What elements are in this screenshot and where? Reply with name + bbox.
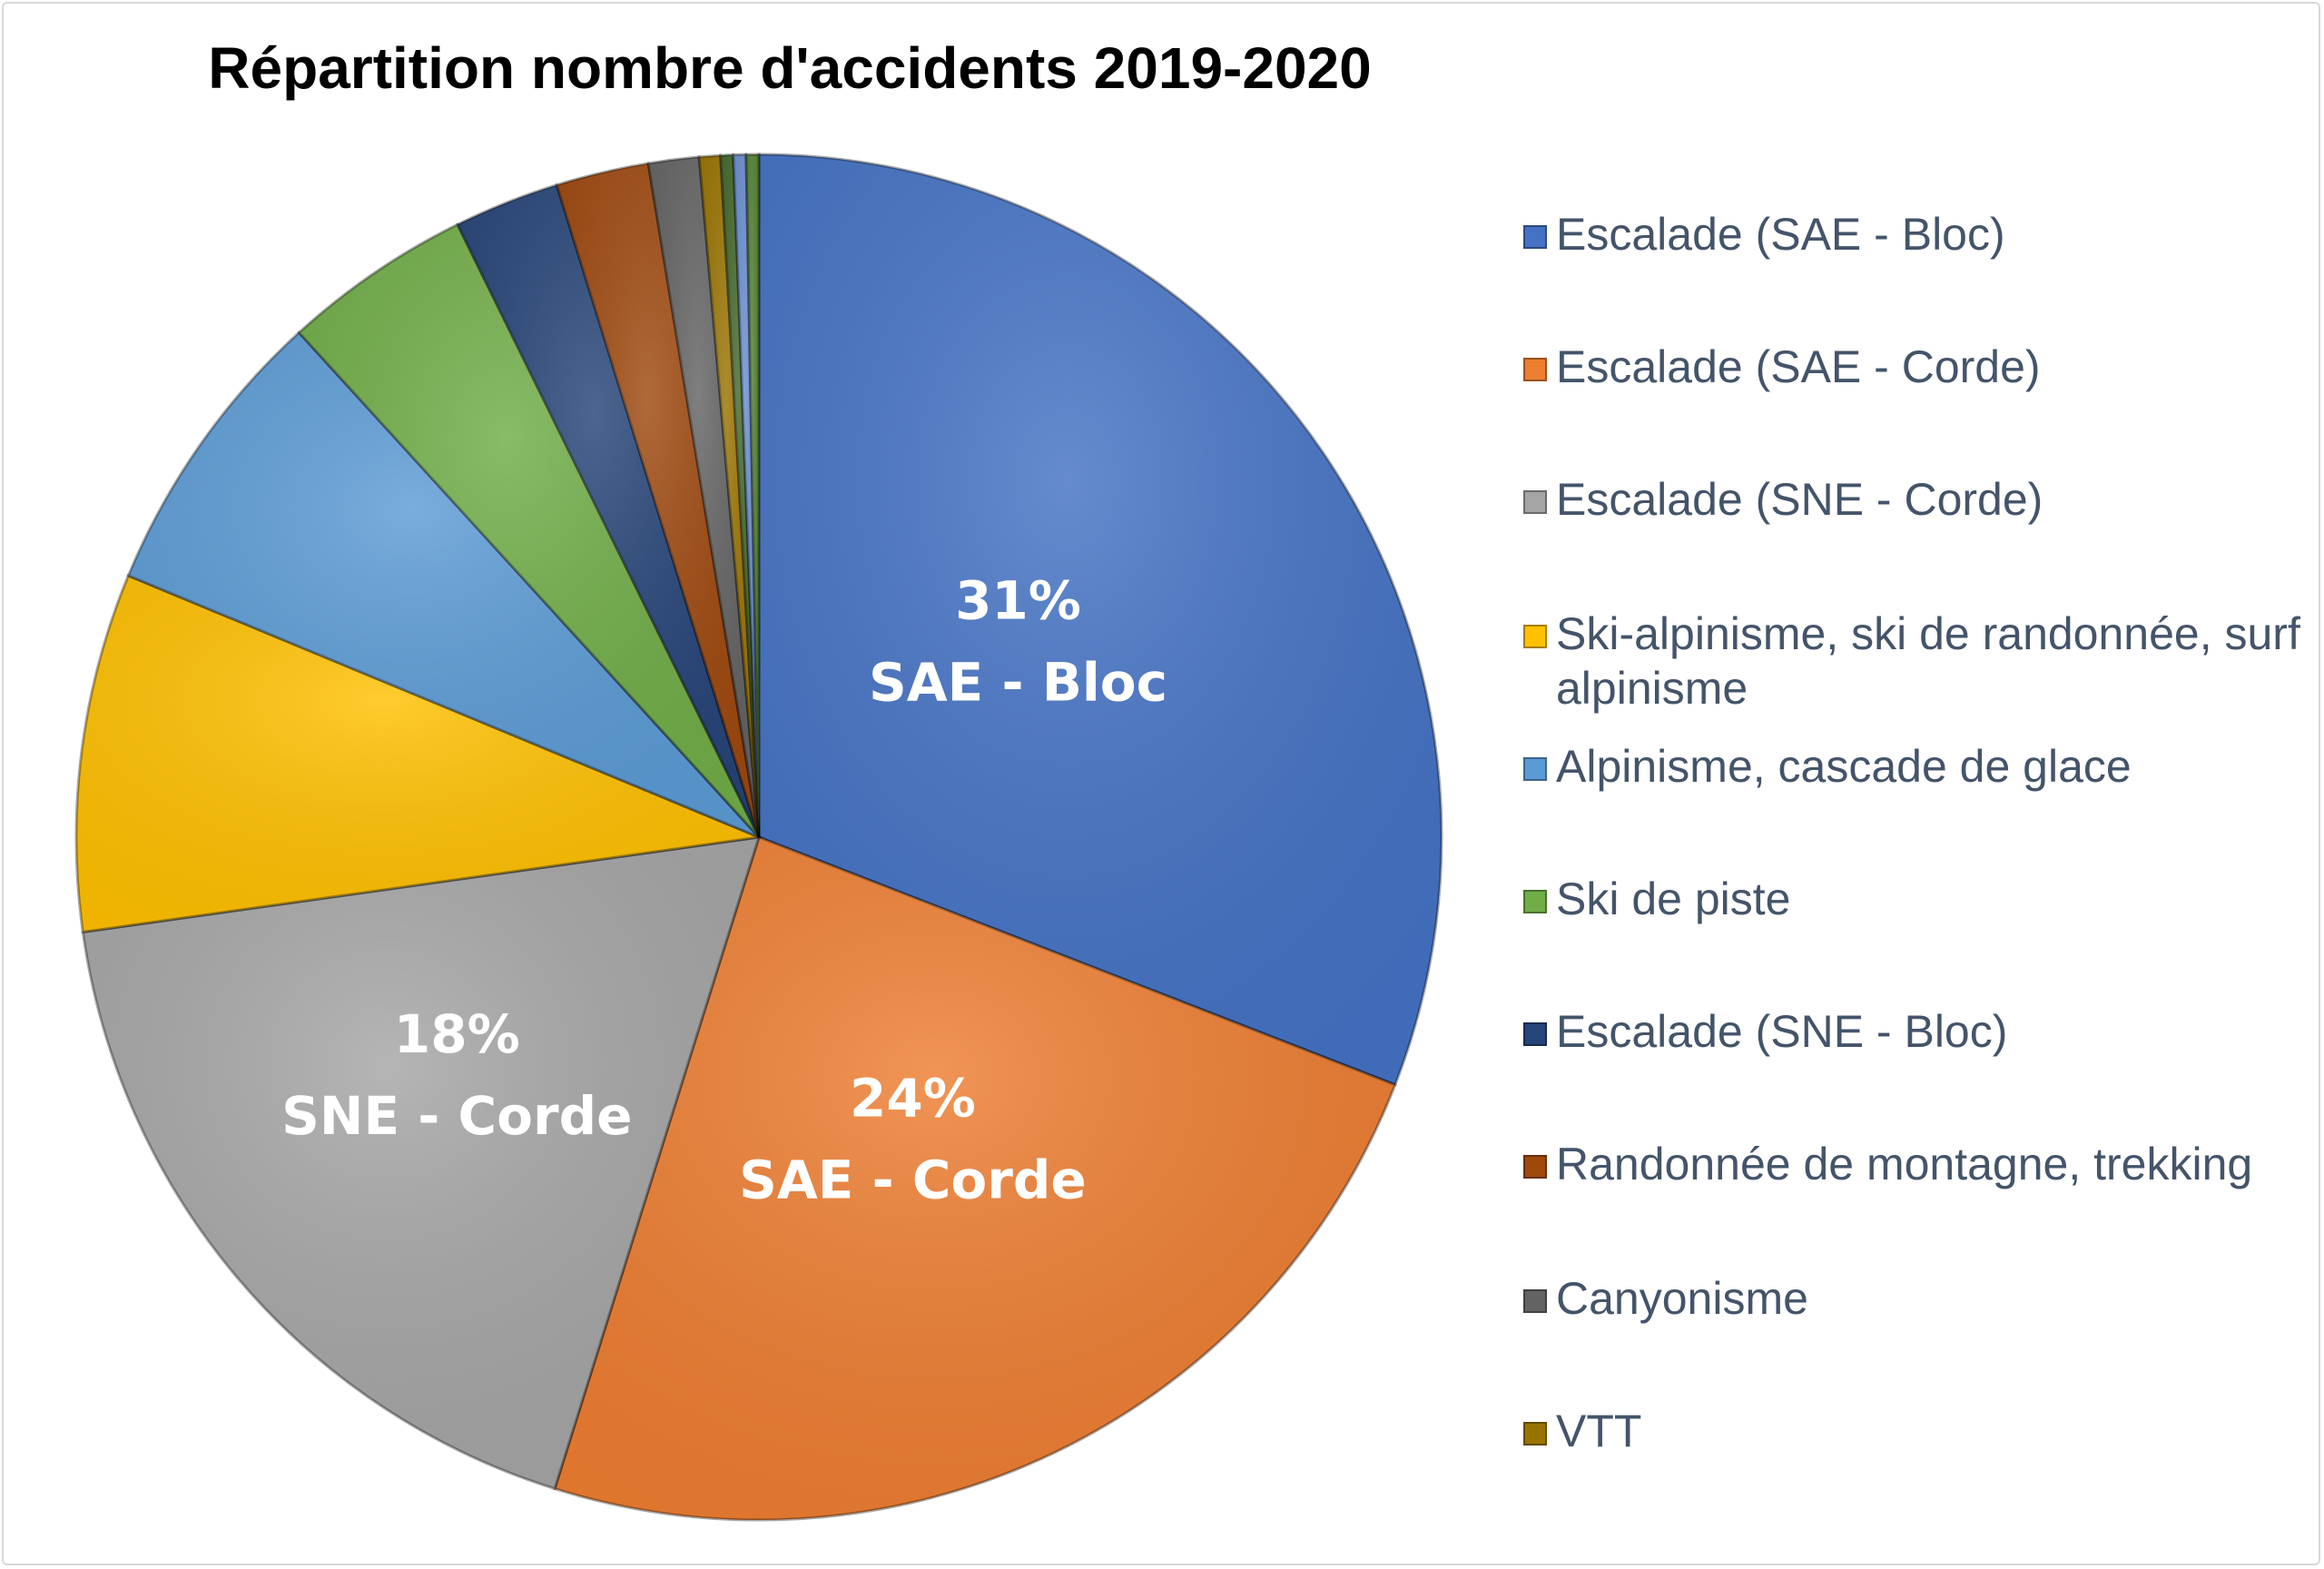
slice-percent-label: 18% <box>394 1003 520 1065</box>
legend-item: Escalade (SNE - Bloc) <box>1523 1004 2300 1059</box>
pie-slice-shade-8 <box>648 156 759 837</box>
pie-slice-shade-9 <box>699 155 759 837</box>
legend-item: VTT <box>1523 1404 2300 1458</box>
legend-item: Escalade (SAE - Bloc) <box>1523 207 2300 262</box>
pie-slice-shade-10 <box>720 154 759 837</box>
legend-swatch <box>1523 1022 1547 1046</box>
slice-percent-label: 24% <box>850 1068 976 1130</box>
pie-slice-shade-11 <box>733 154 759 837</box>
slice-percent-label: 31% <box>955 570 1081 632</box>
legend-swatch <box>1523 358 1547 381</box>
pie-slice-labels: 31% SAE - Bloc 24% SAE - Corde 18% SNE - Cord… <box>281 570 1167 1211</box>
legend-label: Escalade (SAE - Bloc) <box>1556 209 2005 260</box>
legend-label: Ski de piste <box>1556 873 1791 924</box>
legend-swatch <box>1523 757 1547 781</box>
chart-title: Répartition nombre d'accidents 2019-2020 <box>208 35 1372 101</box>
legend-swatch <box>1523 490 1547 514</box>
legend-item: Canyonisme <box>1523 1271 2300 1326</box>
pie-slice-shade-4 <box>128 332 760 837</box>
legend-label: Escalade (SNE - Corde) <box>1556 474 2043 525</box>
pie-slice-shade-7 <box>556 163 759 837</box>
legend-swatch <box>1523 1289 1547 1313</box>
legend-item: Randonnée de montagne, trekking <box>1523 1137 2300 1191</box>
slice-name-label: SNE - Corde <box>281 1085 632 1147</box>
slice-name-label: SAE - Bloc <box>869 652 1167 714</box>
legend-swatch <box>1523 1422 1547 1446</box>
pie-slice-shade-2 <box>83 837 760 1489</box>
legend-label: Ski-alpinisme, ski de randonnée, surf al… <box>1556 608 2300 714</box>
pie-slice-shade-0 <box>759 154 1442 1085</box>
legend-swatch <box>1523 1155 1547 1179</box>
legend-item: Escalade (SNE - Corde) <box>1523 472 2300 527</box>
slice-name-label: SAE - Corde <box>739 1150 1087 1211</box>
legend-item: Escalade (SAE - Corde) <box>1523 340 2300 394</box>
legend-label: VTT <box>1556 1406 1642 1456</box>
legend-swatch <box>1523 625 1547 648</box>
pie-slices <box>74 153 1443 1522</box>
pie-slice-shade-12 <box>745 153 759 837</box>
legend-label: Canyonisme <box>1556 1273 1808 1324</box>
pie-slice-shade-1 <box>555 837 1395 1521</box>
pie-slice-shade-6 <box>457 184 759 838</box>
legend-label: Randonnée de montagne, trekking <box>1556 1139 2253 1189</box>
legend-item: Ski de piste <box>1523 872 2300 926</box>
legend-label: Escalade (SAE - Corde) <box>1556 341 2041 392</box>
legend-item: Alpinisme, cascade de glace <box>1523 739 2300 794</box>
legend-label: Alpinisme, cascade de glace <box>1556 741 2132 792</box>
legend-swatch <box>1523 225 1547 249</box>
legend-item: Ski-alpinisme, ski de randonnée, surf al… <box>1523 607 2300 715</box>
legend-swatch <box>1523 890 1547 913</box>
pie-slice-shade-3 <box>75 575 759 933</box>
pie-slice-shade-5 <box>299 224 759 837</box>
legend-label: Escalade (SNE - Bloc) <box>1556 1006 2008 1057</box>
